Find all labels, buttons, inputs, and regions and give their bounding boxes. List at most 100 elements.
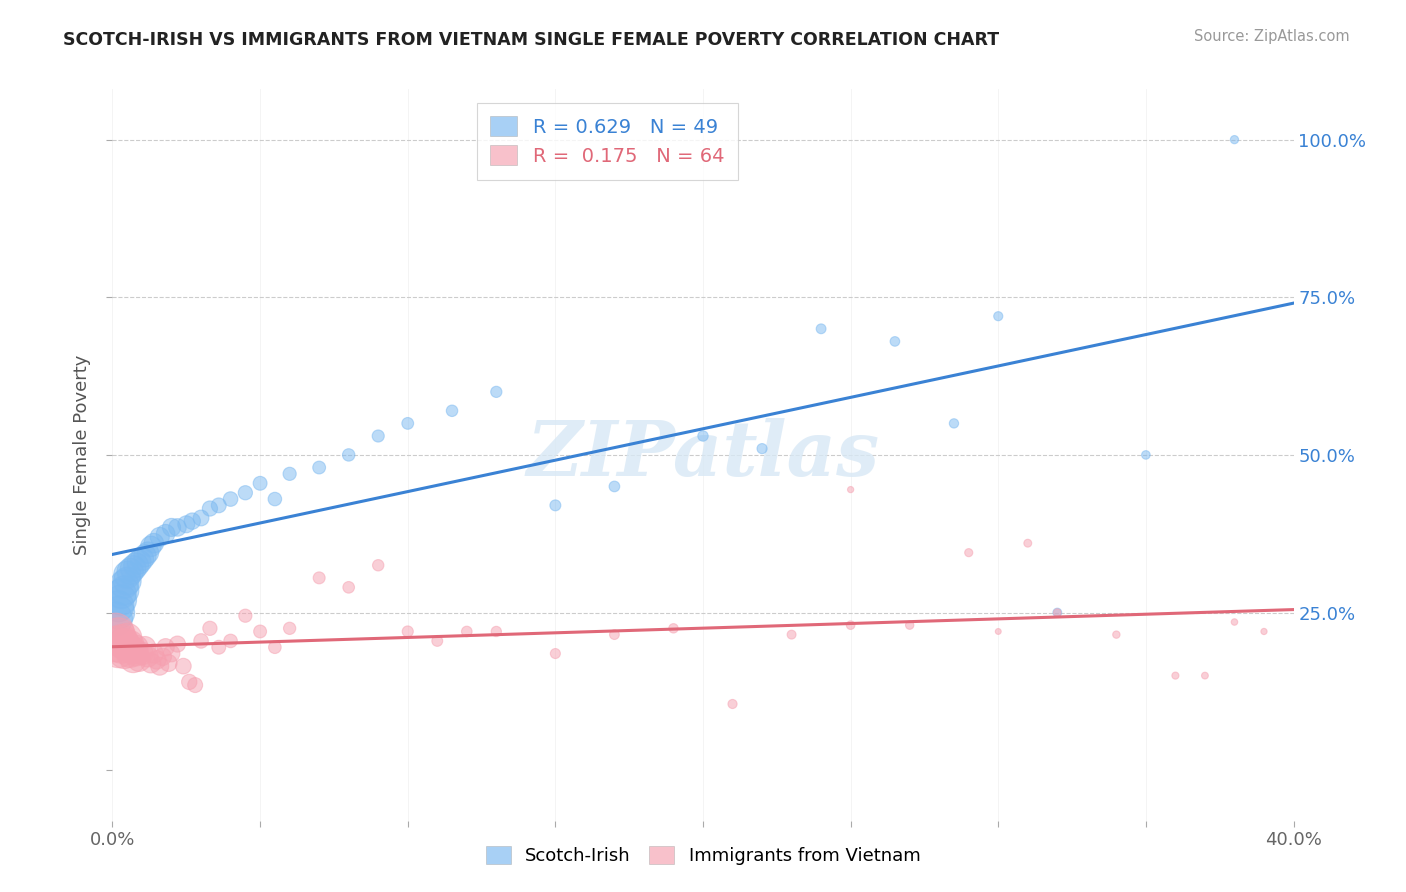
Point [122, 643, 145, 657]
Point [426, 634, 449, 648]
Point [181, 514, 204, 528]
Point [662, 621, 685, 635]
Point [1223, 615, 1246, 629]
Point [104, 612, 127, 626]
Point [110, 640, 132, 655]
Point [155, 640, 177, 655]
Point [456, 624, 478, 639]
Point [107, 606, 129, 620]
Point [396, 417, 419, 431]
Point [166, 637, 188, 651]
Point [367, 558, 389, 573]
Point [184, 678, 207, 692]
Point [136, 546, 159, 560]
Point [198, 621, 221, 635]
Point [117, 640, 138, 655]
Point [780, 627, 803, 641]
Point [987, 309, 1010, 323]
Point [219, 634, 242, 648]
Point [128, 653, 150, 667]
Point [107, 643, 129, 657]
Point [104, 624, 127, 639]
Point [120, 565, 142, 579]
Point [249, 476, 271, 491]
Point [149, 530, 172, 544]
Point [139, 656, 162, 670]
Point [122, 653, 145, 667]
Point [942, 417, 965, 431]
Text: Source: ZipAtlas.com: Source: ZipAtlas.com [1194, 29, 1350, 44]
Text: SCOTCH-IRISH VS IMMIGRANTS FROM VIETNAM SINGLE FEMALE POVERTY CORRELATION CHART: SCOTCH-IRISH VS IMMIGRANTS FROM VIETNAM … [63, 31, 1000, 49]
Point [166, 520, 188, 534]
Point [233, 485, 256, 500]
Point [208, 640, 231, 655]
Point [249, 624, 271, 639]
Point [264, 640, 287, 655]
Point [104, 637, 127, 651]
Point [131, 647, 153, 661]
Point [134, 640, 156, 655]
Point [367, 429, 389, 443]
Point [441, 404, 464, 418]
Point [898, 618, 921, 632]
Point [107, 627, 129, 641]
Point [110, 634, 132, 648]
Point [146, 653, 169, 667]
Point [107, 599, 129, 614]
Point [233, 608, 256, 623]
Point [142, 536, 165, 550]
Point [110, 593, 132, 607]
Point [131, 552, 153, 566]
Point [278, 621, 301, 635]
Point [190, 634, 212, 648]
Legend: R = 0.629   N = 49, R =  0.175   N = 64: R = 0.629 N = 49, R = 0.175 N = 64 [477, 103, 738, 179]
Point [219, 491, 242, 506]
Point [1164, 668, 1187, 682]
Point [149, 659, 172, 673]
Point [1223, 133, 1246, 147]
Point [157, 656, 180, 670]
Point [1017, 536, 1039, 550]
Point [160, 647, 183, 661]
Point [152, 649, 174, 664]
Text: ZIPatlas: ZIPatlas [526, 418, 880, 491]
Point [1194, 668, 1216, 682]
Point [1105, 627, 1128, 641]
Point [120, 647, 142, 661]
Point [112, 637, 135, 651]
Point [128, 555, 150, 569]
Point [155, 526, 177, 541]
Point [603, 479, 626, 493]
Point [179, 674, 201, 689]
Point [603, 627, 626, 641]
Point [485, 624, 508, 639]
Point [112, 577, 135, 591]
Point [112, 647, 135, 661]
Point [112, 583, 135, 598]
Point [208, 499, 231, 513]
Point [544, 499, 567, 513]
Point [751, 442, 773, 456]
Point [337, 448, 360, 462]
Point [308, 571, 330, 585]
Point [117, 574, 138, 588]
Point [1135, 448, 1157, 462]
Point [485, 384, 508, 399]
Point [172, 659, 194, 673]
Point [544, 647, 567, 661]
Point [721, 697, 744, 711]
Point [125, 640, 148, 655]
Point [337, 580, 360, 594]
Point [125, 647, 148, 661]
Point [190, 511, 212, 525]
Point [308, 460, 330, 475]
Point [120, 637, 142, 651]
Point [160, 520, 183, 534]
Point [987, 624, 1010, 639]
Point [1046, 606, 1069, 620]
Point [396, 624, 419, 639]
Point [117, 631, 138, 645]
Point [278, 467, 301, 481]
Point [839, 618, 862, 632]
Point [810, 322, 832, 336]
